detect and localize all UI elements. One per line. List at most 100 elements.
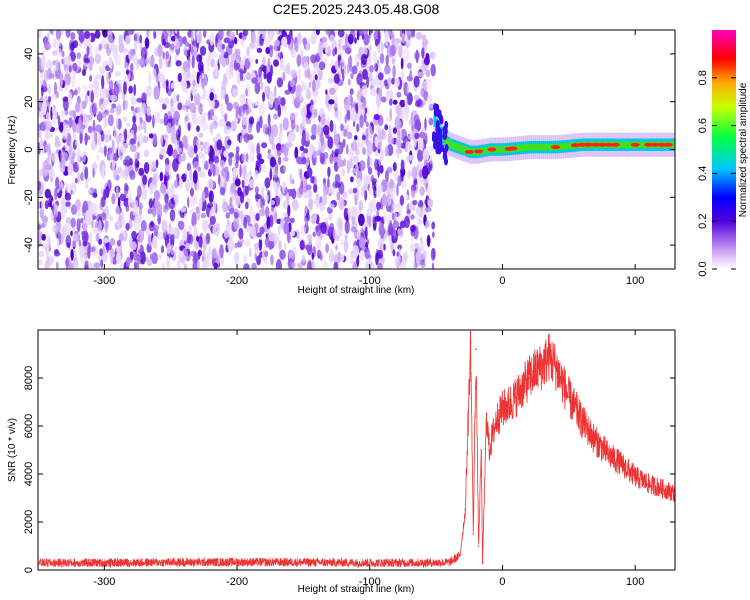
- speckle: [161, 262, 165, 269]
- speckle: [54, 81, 57, 95]
- trace-core: [567, 142, 571, 150]
- speckle: [275, 30, 280, 36]
- speckle: [198, 106, 203, 114]
- snr-point: [594, 439, 597, 442]
- speckle: [108, 147, 115, 161]
- speckle: [424, 39, 427, 51]
- trace-peak: [657, 142, 667, 147]
- speckle: [390, 136, 394, 145]
- speckle: [192, 170, 198, 184]
- speckle: [214, 155, 219, 164]
- speckle: [376, 45, 380, 53]
- speckle: [202, 73, 208, 87]
- speckle: [169, 43, 175, 51]
- speckle: [364, 107, 368, 114]
- speckle: [92, 203, 98, 217]
- speckle: [396, 104, 402, 118]
- speckle: [213, 262, 218, 269]
- speckle: [191, 55, 195, 69]
- speckle: [233, 167, 238, 178]
- speckle: [164, 165, 171, 172]
- speckle: [124, 184, 129, 192]
- speckle: [65, 201, 71, 207]
- speckle: [347, 207, 353, 216]
- speckle: [220, 102, 224, 114]
- speckle: [120, 147, 127, 153]
- speckle: [198, 197, 203, 211]
- spectrogram-signal-trace: [431, 103, 675, 166]
- speckle: [58, 123, 64, 132]
- speckle: [243, 216, 248, 229]
- speckle: [380, 41, 384, 53]
- speckle: [400, 57, 404, 70]
- speckle: [102, 248, 108, 263]
- speckle: [335, 244, 338, 251]
- speckle: [42, 49, 45, 59]
- speckle: [48, 73, 55, 79]
- speckle: [192, 50, 198, 57]
- speckle: [267, 228, 272, 238]
- speckle: [396, 183, 399, 197]
- spectrogram-x-axis: -300 -200 -100 0 100: [93, 30, 644, 287]
- speckle: [165, 137, 169, 148]
- speckle: [422, 132, 428, 141]
- speckle: [114, 44, 118, 56]
- speckle: [400, 261, 407, 269]
- speckle: [146, 85, 152, 91]
- snr-x-axis: -300 -200 -100 0 100: [93, 330, 644, 588]
- speckle: [80, 253, 87, 264]
- speckle: [150, 220, 154, 228]
- speckle: [162, 38, 166, 46]
- speckle: [47, 256, 54, 267]
- speckle: [184, 142, 188, 150]
- speckle: [149, 161, 153, 174]
- speckle: [304, 217, 309, 230]
- speckle: [286, 230, 291, 244]
- speckle: [65, 54, 72, 66]
- speckle: [111, 103, 117, 109]
- speckle: [273, 180, 277, 191]
- speckle: [251, 77, 258, 84]
- speckle: [46, 142, 51, 157]
- snr-point: [477, 545, 480, 547]
- speckle: [62, 96, 69, 102]
- speckle: [226, 66, 234, 80]
- speckle: [98, 146, 105, 154]
- speckle: [314, 74, 318, 81]
- speckle: [340, 123, 344, 132]
- snr-point: [534, 370, 537, 372]
- speckle: [397, 175, 402, 187]
- speckle: [309, 104, 316, 114]
- speckle: [361, 85, 368, 97]
- speckle: [254, 169, 259, 179]
- trace-peak: [630, 142, 640, 147]
- speckle: [337, 48, 345, 56]
- speckle: [97, 220, 102, 234]
- speckle: [429, 145, 435, 152]
- speckle: [343, 68, 347, 78]
- speckle: [376, 201, 382, 211]
- speckle: [115, 205, 120, 215]
- speckle: [232, 88, 239, 98]
- speckle: [347, 78, 351, 86]
- speckle: [141, 102, 148, 116]
- speckle: [96, 154, 100, 161]
- speckle: [102, 30, 109, 38]
- speckle: [282, 182, 287, 190]
- speckle: [72, 40, 79, 49]
- speckle: [146, 88, 152, 97]
- speckle: [181, 248, 189, 262]
- speckle: [66, 242, 71, 248]
- speckle: [161, 103, 167, 110]
- speckle: [373, 113, 380, 121]
- speckle: [403, 215, 410, 229]
- speckle: [187, 122, 191, 132]
- speckle: [421, 57, 425, 66]
- speckle: [377, 72, 384, 81]
- speckle: [148, 72, 152, 86]
- speckle: [56, 238, 60, 249]
- speckle: [162, 30, 169, 40]
- speckle: [206, 250, 213, 260]
- speckle: [291, 178, 295, 185]
- speckle: [262, 33, 266, 40]
